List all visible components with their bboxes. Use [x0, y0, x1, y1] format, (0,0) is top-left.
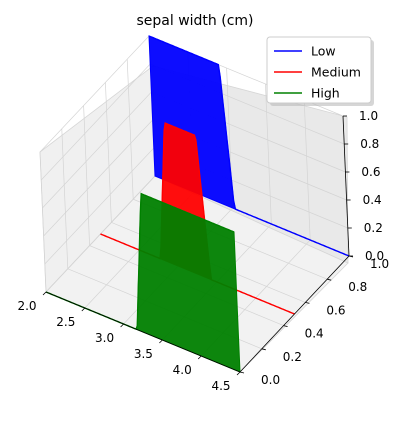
z-tick-label: 0.4 — [363, 193, 382, 207]
y-tick-label: 1.0 — [370, 257, 389, 271]
x-tick-label: 2.0 — [17, 299, 36, 313]
x-axis-line — [45, 291, 241, 373]
y-tick-label: 0.8 — [348, 280, 367, 294]
x-tick-label: 4.5 — [211, 379, 230, 393]
y-tick-mark — [283, 325, 288, 327]
y-tick-mark — [239, 371, 245, 374]
curve-low — [148, 35, 350, 257]
z-tick-label: 0.2 — [364, 221, 383, 235]
y-axis-line — [239, 255, 350, 373]
x-tick-label: 3.5 — [134, 347, 153, 361]
axes — [45, 115, 350, 373]
y-tick-label: 0.0 — [261, 373, 280, 387]
tick-labels: 2.02.53.03.54.04.5 0.00.20.40.60.81.00.00… — [17, 109, 389, 393]
x-tick-mark — [197, 355, 202, 360]
legend-label-medium: Medium — [311, 65, 361, 80]
x-tick-label: 2.5 — [56, 315, 75, 329]
x-tick-label: 3.0 — [95, 331, 114, 345]
z-tick-label: 0.0 — [365, 249, 384, 263]
y-tick-mark — [305, 302, 310, 304]
y-tick-label: 0.2 — [283, 350, 302, 364]
legend: Low Medium High — [266, 36, 374, 106]
x-tick-mark — [236, 371, 241, 376]
x-tick-mark — [120, 323, 124, 328]
x-tick-mark — [81, 307, 86, 312]
z-axis-line — [342, 115, 350, 257]
y-tick-label: 0.6 — [326, 303, 345, 317]
chart-title: sepal width (cm) — [136, 13, 253, 29]
z-tick-label: 1.0 — [359, 109, 378, 123]
curve-medium — [100, 122, 295, 315]
z-tick-label: 0.6 — [361, 165, 380, 179]
legend-label-high: High — [311, 86, 340, 101]
legend-label-low: Low — [311, 44, 336, 59]
y-tick-mark — [261, 348, 266, 351]
x-tick-mark — [159, 339, 163, 344]
x-tick-mark — [42, 291, 47, 296]
y-tick-mark — [327, 278, 332, 281]
z-tick-label: 0.8 — [360, 137, 379, 151]
x-tick-label: 4.0 — [173, 363, 192, 377]
y-tick-label: 0.4 — [305, 327, 324, 341]
